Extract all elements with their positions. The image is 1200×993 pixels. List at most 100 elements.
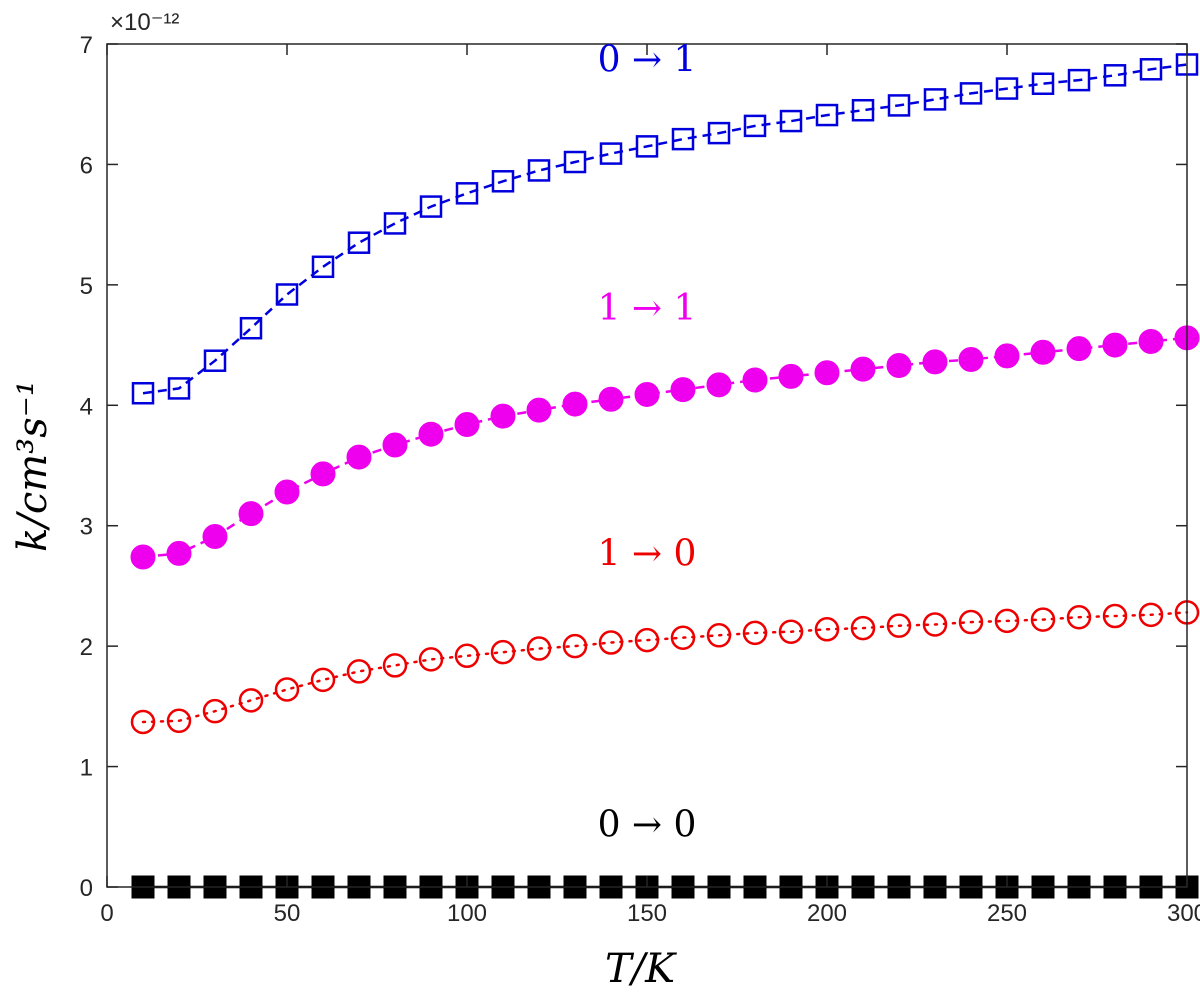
data-point: [418, 421, 444, 447]
data-point: [922, 349, 948, 375]
data-point: [922, 612, 948, 637]
data-point: [743, 114, 767, 138]
data-point: [706, 623, 732, 648]
data-point: [850, 615, 876, 641]
data-point: [167, 377, 191, 400]
series-2: [130, 325, 1200, 570]
data-point: [490, 403, 516, 429]
data-point: [202, 524, 228, 550]
data-point: [635, 135, 659, 158]
y-tick-label: 3: [80, 514, 93, 541]
data-point: [1030, 339, 1056, 365]
y-tick-label: 1: [80, 755, 93, 782]
x-tick-label: 300: [1167, 900, 1200, 927]
data-point: [634, 627, 660, 653]
data-point: [923, 88, 947, 111]
data-point: [778, 619, 804, 644]
data-point: [382, 653, 408, 678]
data-point: [491, 170, 515, 193]
data-point: [526, 636, 552, 661]
data-point: [418, 647, 444, 672]
x-axis-title: T/K: [605, 946, 677, 992]
data-point: [130, 709, 156, 735]
y-tick-label: 2: [80, 634, 93, 661]
data-point: [887, 94, 911, 117]
y-tick-label: 0: [80, 875, 93, 902]
x-tick-label: 200: [807, 900, 847, 927]
data-point: [779, 109, 803, 133]
data-point: [454, 643, 480, 669]
data-point: [850, 356, 876, 382]
x-tick-label: 0: [100, 900, 113, 927]
data-point: [310, 667, 336, 693]
series-line: [142, 63, 1188, 395]
data-point: [814, 617, 840, 642]
data-point: [347, 231, 371, 254]
series-label: 1 → 1: [598, 288, 697, 329]
data-point: [851, 98, 875, 122]
data-point: [274, 677, 300, 702]
data-point: [1102, 332, 1128, 358]
data-point: [130, 544, 156, 570]
x-tick-label: 50: [274, 900, 301, 927]
data-point: [994, 608, 1020, 634]
series-label: 0 → 0: [598, 804, 697, 845]
data-point: [166, 708, 192, 734]
data-point: [815, 103, 839, 127]
data-point: [886, 353, 912, 379]
data-point: [527, 159, 551, 182]
y-exponent-label: ×10⁻¹²: [110, 9, 179, 36]
data-point: [1066, 336, 1092, 362]
x-tick-label: 250: [987, 900, 1027, 927]
data-point: [599, 142, 623, 165]
data-point: [562, 633, 588, 659]
data-point: [275, 283, 299, 306]
data-point: [274, 479, 300, 505]
data-point: [995, 77, 1019, 100]
x-tick-label: 150: [627, 900, 667, 927]
data-point: [563, 150, 587, 174]
data-point: [707, 121, 731, 145]
data-point: [311, 255, 335, 279]
data-point: [238, 688, 264, 713]
data-point: [239, 316, 263, 340]
data-point: [490, 639, 516, 665]
data-point: [419, 195, 443, 218]
y-tick-label: 4: [80, 393, 93, 420]
data-point: [742, 367, 768, 393]
data-point: [1102, 603, 1128, 629]
data-point: [598, 386, 624, 412]
data-point: [598, 630, 624, 655]
data-point: [131, 381, 155, 405]
data-point: [778, 363, 804, 389]
data-point: [1067, 68, 1091, 92]
series-line: [141, 611, 1189, 724]
data-point: [959, 82, 983, 105]
data-point: [238, 501, 264, 527]
labels-layer: 0 50 100 150 200 250 300 0 1 2 3 4 5 6 7 0 → 1 1 → 1 1 → …: [80, 32, 1200, 927]
data-point: [1066, 604, 1092, 630]
data-point: [1103, 64, 1127, 87]
data-point: [526, 397, 552, 423]
series-3: [130, 600, 1200, 735]
plot-area: [107, 44, 1187, 887]
y-tick-label: 7: [80, 32, 93, 59]
data-point: [346, 659, 372, 684]
data-point: [1138, 602, 1164, 628]
data-point: [166, 540, 192, 566]
y-axis-title: k/cm³s⁻¹: [10, 380, 56, 552]
ticks-layer: [106, 43, 1188, 888]
series-1: [131, 53, 1199, 405]
data-point: [454, 412, 480, 438]
data-point: [562, 391, 588, 417]
data-point: [455, 182, 479, 205]
data-point: [994, 343, 1020, 369]
data-point: [706, 372, 732, 398]
data-point: [203, 349, 227, 372]
data-point: [958, 347, 984, 373]
data-point: [814, 360, 840, 386]
data-point: [670, 377, 696, 403]
data-point: [1030, 607, 1056, 632]
y-tick-label: 6: [80, 152, 93, 179]
